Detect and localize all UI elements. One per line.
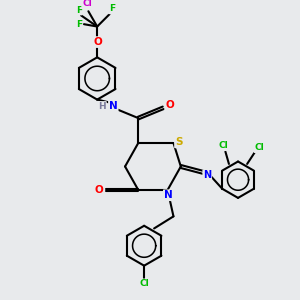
Text: Cl: Cl — [255, 143, 264, 152]
Text: O: O — [94, 185, 103, 195]
Text: N: N — [203, 170, 211, 180]
Text: N: N — [109, 101, 118, 111]
Text: F: F — [109, 4, 115, 14]
Text: Cl: Cl — [139, 279, 149, 288]
Text: H: H — [98, 102, 106, 111]
Text: Cl: Cl — [82, 0, 92, 8]
Text: F: F — [76, 6, 82, 15]
Text: S: S — [175, 137, 182, 147]
Text: N: N — [164, 190, 172, 200]
Text: Cl: Cl — [219, 141, 229, 150]
Text: O: O — [165, 100, 174, 110]
Text: O: O — [93, 37, 102, 47]
Text: F: F — [76, 20, 82, 29]
